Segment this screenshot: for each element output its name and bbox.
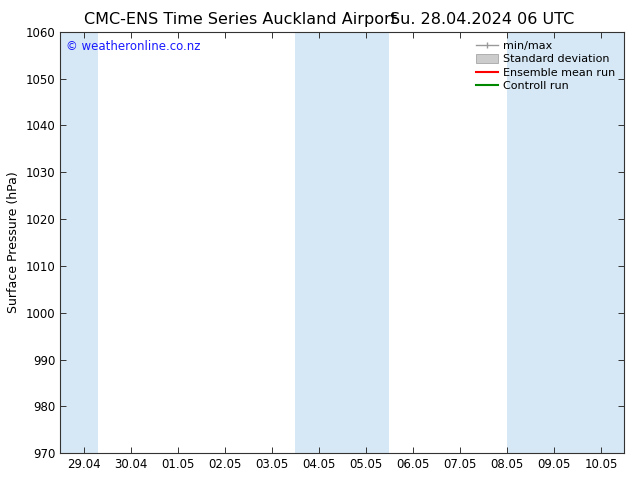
Text: © weatheronline.co.nz: © weatheronline.co.nz xyxy=(66,40,200,53)
Text: Su. 28.04.2024 06 UTC: Su. 28.04.2024 06 UTC xyxy=(390,12,574,27)
Legend: min/max, Standard deviation, Ensemble mean run, Controll run: min/max, Standard deviation, Ensemble me… xyxy=(472,37,619,95)
Y-axis label: Surface Pressure (hPa): Surface Pressure (hPa) xyxy=(7,172,20,314)
Bar xyxy=(295,32,389,453)
Text: CMC-ENS Time Series Auckland Airport: CMC-ENS Time Series Auckland Airport xyxy=(84,12,398,27)
Bar xyxy=(60,32,98,453)
Bar xyxy=(507,32,624,453)
